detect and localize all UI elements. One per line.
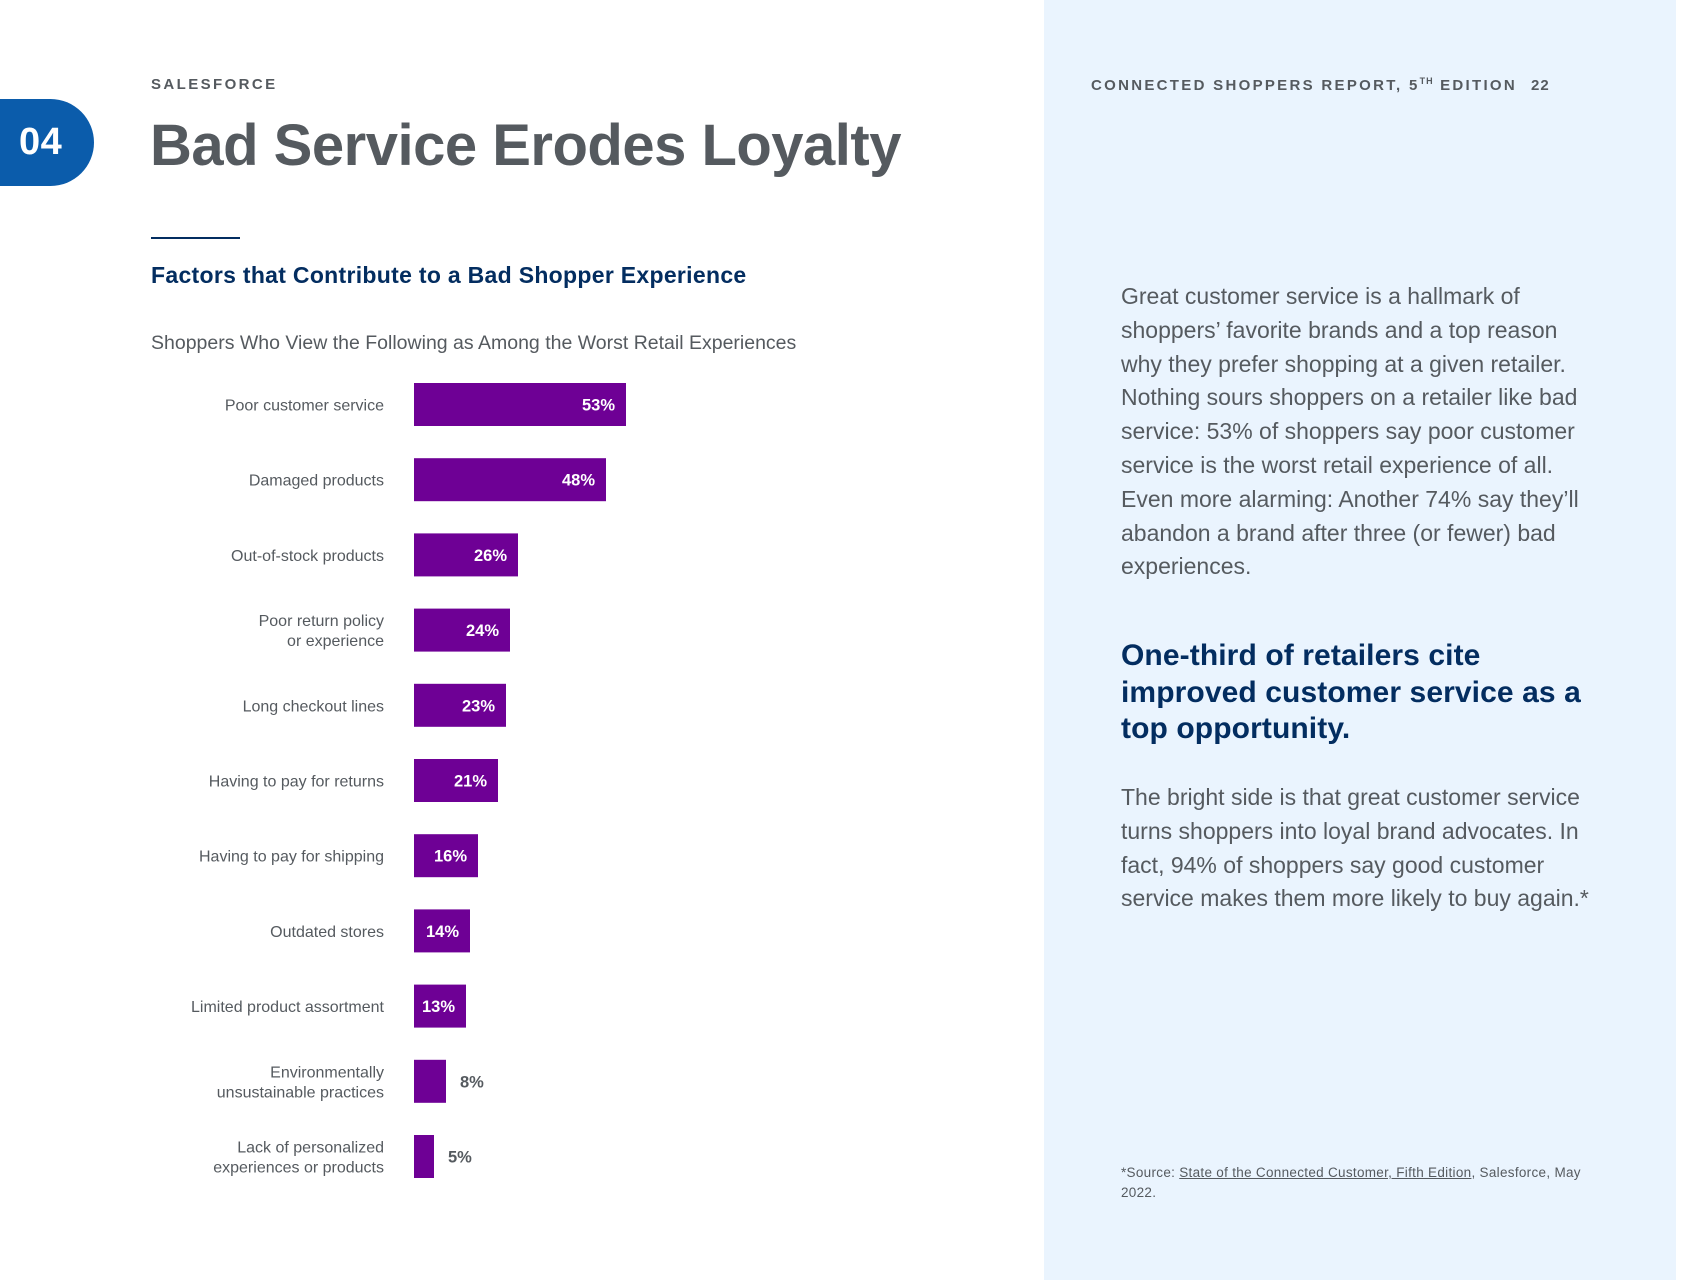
- bar-value-label-2: 26%: [474, 547, 507, 565]
- footnote-source-link[interactable]: State of the Connected Customer, Fifth E…: [1179, 1165, 1472, 1180]
- sidebar-highlight: One-third of retailers cite improved cus…: [1121, 639, 1581, 745]
- category-label-line: Out-of-stock products: [231, 548, 384, 565]
- bar-chart: 53% Poor customer service 48% Damaged produ…: [191, 383, 626, 1178]
- category-label-line: Outdated stores: [270, 924, 384, 941]
- category-label-line: Limited product assortment: [191, 999, 385, 1016]
- sidebar-paragraph-1: Great customer service is a hallmark of …: [1121, 283, 1579, 580]
- footnote-prefix: *Source:: [1121, 1165, 1180, 1180]
- category-label-6: Having to pay for shipping: [199, 849, 384, 866]
- bar-9: [414, 1059, 446, 1103]
- chart-subtitle: Shoppers Who View the Following as Among…: [151, 332, 797, 354]
- bar-value-label-10: 5%: [448, 1149, 472, 1167]
- category-label-3: Poor return policy or experience: [259, 613, 384, 650]
- chart-title: Factors that Contribute to a Bad Shopper…: [151, 262, 747, 288]
- bar-6: [414, 834, 478, 878]
- category-label-line: Poor return policy: [259, 613, 384, 630]
- report-title-prefix: CONNECTED SHOPPERS REPORT, 5: [1091, 77, 1420, 94]
- source-footnote: *Source: State of the Connected Customer…: [1121, 1163, 1581, 1202]
- category-label-line: unsustainable practices: [217, 1084, 384, 1101]
- category-label-1: Damaged products: [249, 473, 384, 490]
- category-label-line: Having to pay for returns: [209, 774, 384, 791]
- page-number: 22: [1531, 77, 1550, 94]
- bar-value-label-0: 53%: [582, 397, 615, 415]
- bar-2: [414, 533, 518, 577]
- category-label-line: Environmentally: [270, 1064, 384, 1081]
- bar-4: [414, 683, 506, 727]
- category-label-8: Limited product assortment: [191, 999, 385, 1016]
- bar-1: [414, 458, 606, 502]
- report-title-sup: TH: [1419, 76, 1434, 86]
- title-divider: [151, 237, 240, 239]
- section-number-tab: 04: [0, 99, 94, 186]
- category-label-line: experiences or products: [213, 1160, 384, 1177]
- category-label-line: or experience: [287, 633, 384, 650]
- bar-10: [414, 1135, 434, 1178]
- bar-value-label-8: 13%: [422, 998, 455, 1016]
- bar-value-label-5: 21%: [454, 773, 487, 791]
- sidebar-paragraph-2: The bright side is that great customer s…: [1121, 784, 1589, 912]
- category-label-4: Long checkout lines: [243, 698, 384, 715]
- category-label-line: Damaged products: [249, 473, 384, 490]
- category-label-0: Poor customer service: [225, 398, 384, 415]
- report-header: CONNECTED SHOPPERS REPORT, 5TH EDITION 22: [1091, 76, 1550, 94]
- footnote-suffix: , Salesforce, May 2022.: [1121, 1165, 1581, 1200]
- bar-value-label-9: 8%: [460, 1073, 484, 1091]
- category-label-10: Lack of personalized experiences or produ…: [213, 1140, 384, 1177]
- category-label-5: Having to pay for returns: [209, 774, 384, 791]
- category-label-line: Lack of personalized: [237, 1140, 384, 1157]
- brand-name: SALESFORCE: [151, 76, 278, 93]
- bar-value-label-6: 16%: [434, 848, 467, 866]
- bar-0: [414, 383, 626, 426]
- bar-7: [414, 909, 470, 953]
- category-label-line: Having to pay for shipping: [199, 849, 384, 866]
- bar-value-label-4: 23%: [462, 697, 495, 715]
- bar-value-label-7: 14%: [426, 923, 459, 941]
- bar-3: [414, 608, 510, 652]
- sidebar-panel: [1044, 0, 1676, 1280]
- category-label-2: Out-of-stock products: [231, 548, 384, 565]
- bar-5: [414, 759, 498, 802]
- bar-8: [414, 984, 466, 1028]
- category-label-line: Long checkout lines: [243, 698, 384, 715]
- report-title-suffix: EDITION: [1433, 77, 1518, 94]
- category-label-line: Poor customer service: [225, 398, 384, 415]
- bar-value-label-1: 48%: [562, 472, 595, 490]
- category-label-9: Environmentally unsustainable practices: [217, 1064, 384, 1101]
- bar-value-label-3: 24%: [466, 622, 499, 640]
- page-title: Bad Service Erodes Loyalty: [150, 113, 902, 178]
- category-label-7: Outdated stores: [270, 924, 384, 941]
